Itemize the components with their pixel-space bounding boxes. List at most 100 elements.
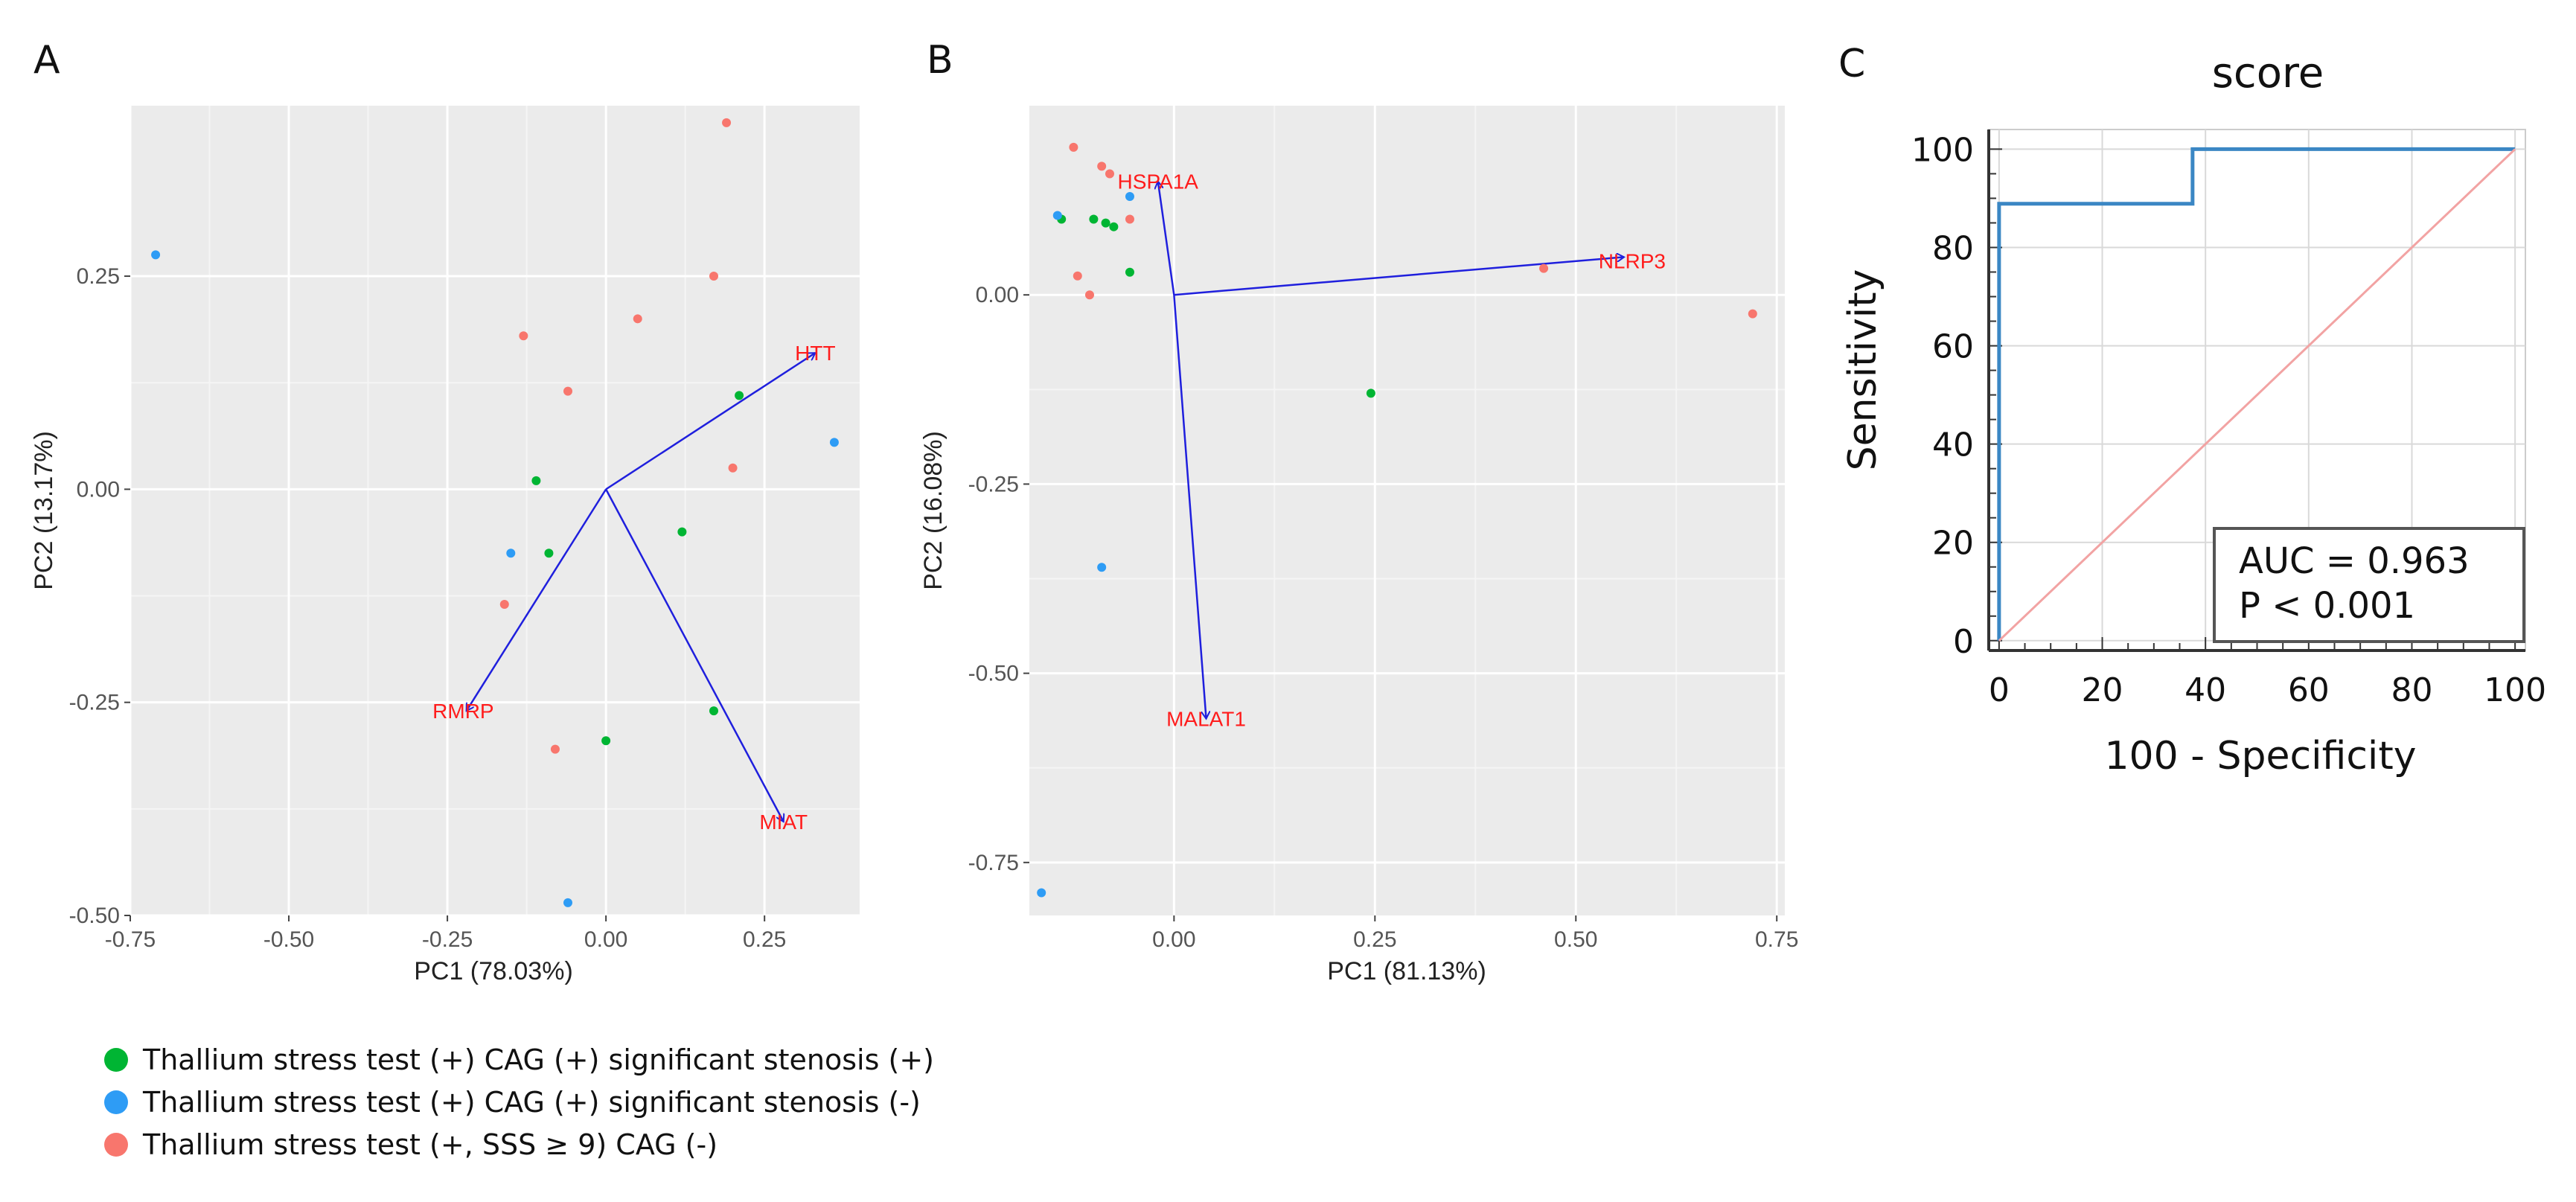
x-tick-label: -0.75 xyxy=(105,927,156,952)
legend-label: Thallium stress test (+, SSS ≥ 9) CAG (-… xyxy=(142,1128,717,1161)
data-point xyxy=(1125,192,1134,202)
auc-box xyxy=(2213,527,2525,643)
roc-curve xyxy=(1997,147,2516,641)
data-point xyxy=(1052,211,1062,220)
data-point xyxy=(1101,218,1110,228)
legend-item: Thallium stress test (+, SSS ≥ 9) CAG (-… xyxy=(104,1128,717,1161)
data-point xyxy=(728,463,738,473)
plot-background-a xyxy=(130,106,860,915)
data-point xyxy=(1073,271,1082,281)
x-axis-title-b: PC1 (81.13%) xyxy=(1327,957,1486,985)
panel-letter-a: A xyxy=(33,38,60,83)
y-tick-label: 100 xyxy=(1911,131,1974,169)
data-point xyxy=(151,250,161,260)
data-point xyxy=(499,599,509,609)
y-tick-label: 80 xyxy=(1932,229,1974,267)
data-point xyxy=(1097,563,1107,572)
x-tick-label: -0.50 xyxy=(263,927,314,952)
x-tick-label: -0.25 xyxy=(422,927,473,952)
reference-diagonal xyxy=(1998,148,2516,642)
legend-label: Thallium stress test (+) CAG (+) signifi… xyxy=(142,1043,934,1076)
y-tick-label: -0.50 xyxy=(968,662,1019,686)
x-tick-label: 60 xyxy=(2288,671,2330,709)
loading-arrows-b: HSPA1A NLRP3 MALAT1 xyxy=(1118,170,1666,731)
y-axis-title-a: PC2 (13.17%) xyxy=(30,431,58,590)
data-point xyxy=(1748,309,1757,319)
data-point xyxy=(709,272,718,281)
data-point xyxy=(544,549,554,558)
y-tick-label: -0.25 xyxy=(69,691,120,715)
y-tick-label: -0.50 xyxy=(69,904,120,928)
legend-swatch xyxy=(104,1133,128,1157)
data-point xyxy=(677,527,687,537)
data-point xyxy=(550,744,560,754)
y-tick-label: 20 xyxy=(1932,525,1974,563)
y-axis-title-c: Sensitivity xyxy=(1841,269,1885,471)
loading-label: HTT xyxy=(795,342,835,365)
roc-plot-c: score 0 20 40 60 80 100 0 20 40 60 80 100 AUC = 0.9… xyxy=(1841,49,2546,779)
ticks-c: 0 20 40 60 80 100 0 20 40 60 80 100 xyxy=(1911,131,2546,709)
x-tick-label: 40 xyxy=(2185,671,2226,709)
y-tick-label: 0 xyxy=(1953,623,1974,661)
legend: Thallium stress test (+) CAG (+) signifi… xyxy=(104,1043,934,1161)
legend-swatch xyxy=(104,1090,128,1114)
loading-label: NLRP3 xyxy=(1599,249,1666,272)
loading-arrow xyxy=(1158,182,1175,295)
loading-label: MIAT xyxy=(759,811,808,834)
loading-arrow xyxy=(605,353,815,490)
points-b xyxy=(1037,142,1757,898)
p-value: P < 0.001 xyxy=(2239,585,2415,627)
y-tick-label: 0.25 xyxy=(77,264,120,289)
data-point xyxy=(601,736,611,746)
data-point xyxy=(709,706,718,716)
panel-letter-b: B xyxy=(927,38,953,83)
plot-background-b xyxy=(1029,106,1785,915)
data-point xyxy=(735,391,744,400)
x-tick-label: 20 xyxy=(2082,671,2123,709)
y-tick-label: -0.75 xyxy=(968,851,1019,875)
data-point xyxy=(1069,142,1078,152)
legend-item: Thallium stress test (+) CAG (+) signifi… xyxy=(104,1043,934,1076)
loading-label: MALAT1 xyxy=(1166,708,1246,731)
data-point xyxy=(506,549,516,558)
y-tick-label: 60 xyxy=(1932,328,1974,366)
gridlines-b xyxy=(1029,106,1785,915)
panel-letter-c: C xyxy=(1838,42,1865,86)
x-tick-label: 0.50 xyxy=(1554,927,1597,952)
y-tick-label: 0.00 xyxy=(77,477,120,502)
x-axis-title-c: 100 - Specificity xyxy=(2104,734,2416,779)
x-tick-label: 0.25 xyxy=(1353,927,1396,952)
auc-annotation-box: AUC = 0.963 P < 0.001 xyxy=(2213,527,2525,643)
data-point xyxy=(1109,222,1119,231)
data-point xyxy=(563,898,572,907)
gridlines-a xyxy=(129,106,860,917)
data-point xyxy=(1125,267,1134,277)
data-point xyxy=(1037,888,1046,898)
x-tick-label: 0 xyxy=(1989,671,2010,709)
loading-arrow xyxy=(465,488,607,711)
loading-arrow xyxy=(1174,257,1624,296)
data-point xyxy=(829,438,839,447)
y-tick-label: -0.25 xyxy=(968,472,1019,496)
y-tick-label: 0.00 xyxy=(976,283,1019,307)
x-tick-label: 0.00 xyxy=(584,927,627,952)
data-point xyxy=(1105,169,1114,179)
data-point xyxy=(1084,290,1094,300)
x-axis-title-a: PC1 (78.03%) xyxy=(414,957,573,985)
legend-label: Thallium stress test (+) CAG (+) signifi… xyxy=(142,1086,921,1119)
ticks-b: 0.00 0.25 0.50 0.75 -0.75 -0.50 -0.25 0.00 xyxy=(968,283,1799,952)
y-axis-title-b: PC2 (16.08%) xyxy=(919,431,947,590)
x-tick-label: 100 xyxy=(2484,671,2546,709)
legend-swatch xyxy=(104,1048,128,1072)
loading-arrow xyxy=(605,488,784,822)
data-point xyxy=(633,314,642,324)
data-point xyxy=(722,118,732,127)
auc-value: AUC = 0.963 xyxy=(2239,540,2470,582)
roc-lines xyxy=(1997,147,2516,642)
data-point xyxy=(531,476,541,485)
x-tick-label: 0.25 xyxy=(743,927,786,952)
data-point xyxy=(1089,214,1099,224)
roc-title: score xyxy=(2212,49,2324,97)
